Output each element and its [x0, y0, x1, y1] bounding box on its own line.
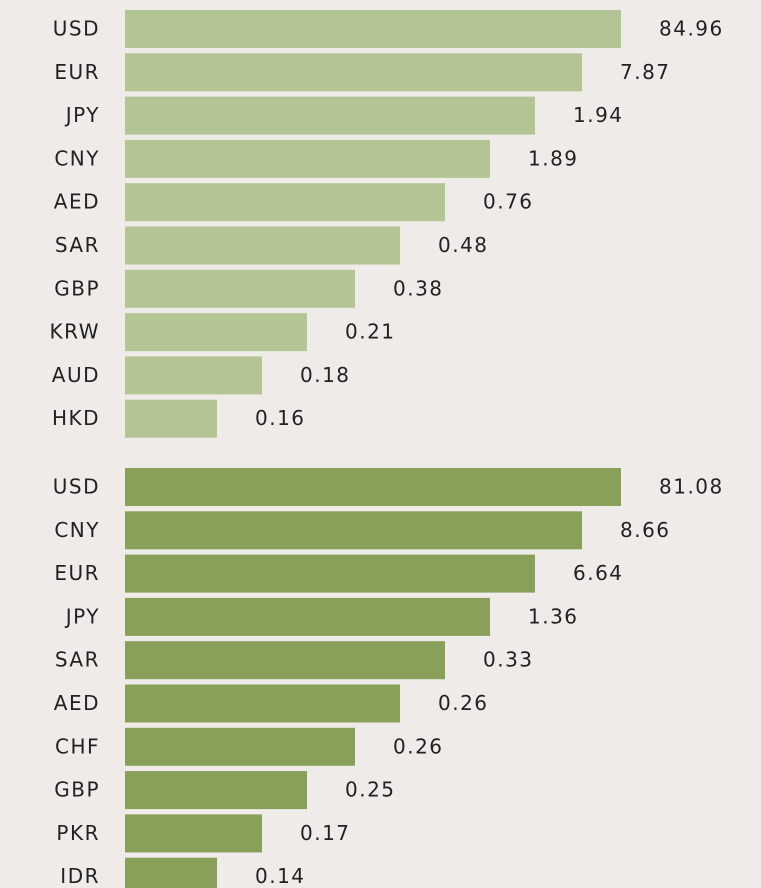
- share-value: 0.16: [255, 406, 306, 430]
- share-value: 0.17: [300, 821, 351, 845]
- currency-code: IDR: [60, 864, 100, 888]
- rank-bar: [125, 857, 217, 888]
- share-value: 7.87: [620, 60, 671, 84]
- currency-code: KRW: [50, 320, 100, 344]
- share-value: 0.21: [345, 320, 396, 344]
- currency-code: SAR: [55, 233, 100, 257]
- rank-bar: [125, 814, 262, 853]
- rank-bar: [125, 139, 490, 178]
- currency-code: AUD: [52, 363, 100, 387]
- share-value: 8.66: [620, 518, 671, 542]
- currency-code: CNY: [54, 518, 100, 542]
- share-value: 1.89: [528, 146, 579, 170]
- currency-code: GBP: [54, 778, 100, 802]
- share-value: 0.26: [438, 691, 489, 715]
- rank-bar: [125, 356, 262, 395]
- rank-bar: [125, 468, 621, 506]
- currency-code: SAR: [55, 648, 100, 672]
- currency-code: HKD: [52, 406, 100, 430]
- currency-code: USD: [53, 475, 100, 499]
- rank-bar: [125, 53, 582, 92]
- share-value: 84.96: [659, 17, 724, 41]
- share-value: 0.33: [483, 648, 534, 672]
- share-value: 0.14: [255, 864, 306, 888]
- rank-bar: [125, 597, 490, 636]
- currency-code: PKR: [56, 821, 100, 845]
- share-value: 0.38: [393, 276, 444, 300]
- currency-code: JPY: [64, 103, 100, 127]
- rank-bar: [125, 399, 217, 438]
- currency-code: CHF: [55, 734, 100, 758]
- currency-code: CNY: [54, 146, 100, 170]
- share-value: 0.48: [438, 233, 489, 257]
- rank-bar: [125, 96, 535, 135]
- share-value: 1.36: [528, 604, 579, 628]
- share-value: 6.64: [573, 561, 624, 585]
- currency-code: GBP: [54, 276, 100, 300]
- share-value: 0.26: [393, 734, 444, 758]
- rank-bar: [125, 771, 307, 810]
- share-value: 0.18: [300, 363, 351, 387]
- share-value: 1.94: [573, 103, 624, 127]
- share-value: 0.76: [483, 190, 534, 214]
- rank-bar: [125, 313, 307, 352]
- currency-code: JPY: [64, 604, 100, 628]
- rank-bar: [125, 554, 535, 593]
- rank-bar: [125, 183, 445, 222]
- rank-bar: [125, 269, 355, 308]
- currency-code: AED: [54, 190, 100, 214]
- share-value: 81.08: [659, 475, 724, 499]
- rank-bar: [125, 10, 621, 48]
- rank-bar: [125, 727, 355, 766]
- share-value: 0.25: [345, 778, 396, 802]
- rank-bar: [125, 684, 400, 723]
- currency-code: USD: [53, 17, 100, 41]
- currency-code: EUR: [54, 60, 100, 84]
- rank-bar: [125, 226, 400, 265]
- rank-bar: [125, 641, 445, 680]
- rank-bar: [125, 511, 582, 550]
- currency-code: AED: [54, 691, 100, 715]
- currency-code: EUR: [54, 561, 100, 585]
